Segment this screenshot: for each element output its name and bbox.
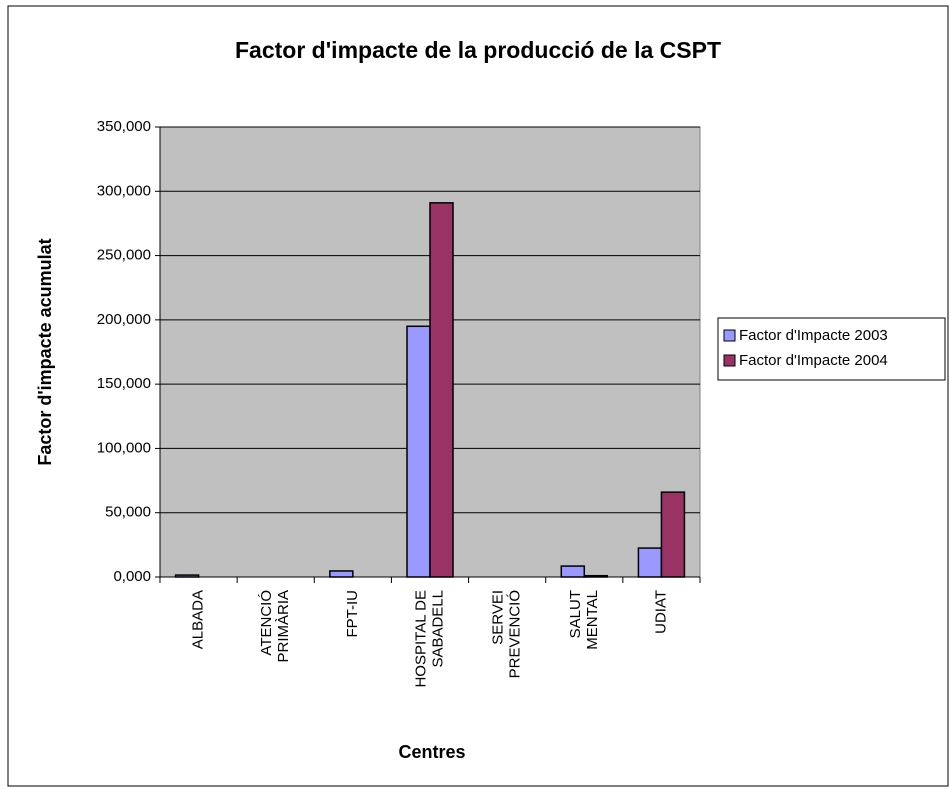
legend-swatch — [723, 354, 736, 367]
y-axis-title: Factor d'impacte acumulat — [35, 238, 55, 465]
x-tick-label: HOSPITAL DESABADELL — [412, 590, 446, 688]
bar — [660, 491, 686, 578]
y-tick-label: 300,000 — [97, 182, 151, 199]
x-tick-label-line: SERVEI — [490, 590, 507, 645]
x-tick-label-line: PRIMÀRIA — [275, 590, 292, 663]
legend-label: Factor d'Impacte 2004 — [739, 352, 888, 369]
x-tick-label: SERVEIPREVENCIÓ — [490, 590, 524, 678]
x-tick-label-line: SALUT — [567, 590, 584, 638]
legend-swatch — [723, 329, 736, 342]
x-tick-label-line: ALBADA — [190, 590, 207, 649]
x-tick-label-line: HOSPITAL DE — [412, 590, 429, 688]
x-tick-label: SALUTMENTAL — [567, 590, 601, 650]
x-axis-title: Centres — [398, 742, 465, 762]
bar — [329, 570, 354, 578]
x-tick-label-line: UDIAT — [652, 590, 669, 634]
y-tick-label: 350,000 — [97, 118, 151, 135]
legend-box — [717, 317, 946, 381]
chart-title: Factor d'impacte de la producció de la C… — [235, 37, 721, 63]
x-tick-label-line: FPT-IU — [344, 590, 361, 638]
y-tick-label: 150,000 — [97, 375, 151, 392]
y-tick-label: 0,000 — [113, 568, 151, 585]
x-tick-label: UDIAT — [652, 590, 669, 634]
y-tick-label: 250,000 — [97, 247, 151, 264]
bar — [406, 325, 431, 578]
y-tick-label: 100,000 — [97, 439, 151, 456]
x-tick-label-line: PREVENCIÓ — [507, 590, 524, 678]
x-tick-label-line: ATENCIÓ — [258, 590, 275, 656]
y-tick-label: 200,000 — [97, 311, 151, 328]
x-tick-label: FPT-IU — [344, 590, 361, 638]
legend-label: Factor d'Impacte 2003 — [739, 327, 888, 344]
bar — [637, 547, 663, 578]
y-tick-label: 50,000 — [105, 504, 151, 521]
bar — [429, 202, 454, 578]
bar — [560, 565, 586, 578]
x-tick-label-line: MENTAL — [584, 590, 601, 650]
x-tick-label-line: SABADELL — [429, 590, 446, 668]
x-tick-label: ALBADA — [190, 590, 207, 649]
x-tick-label: ATENCIÓPRIMÀRIA — [258, 590, 292, 663]
